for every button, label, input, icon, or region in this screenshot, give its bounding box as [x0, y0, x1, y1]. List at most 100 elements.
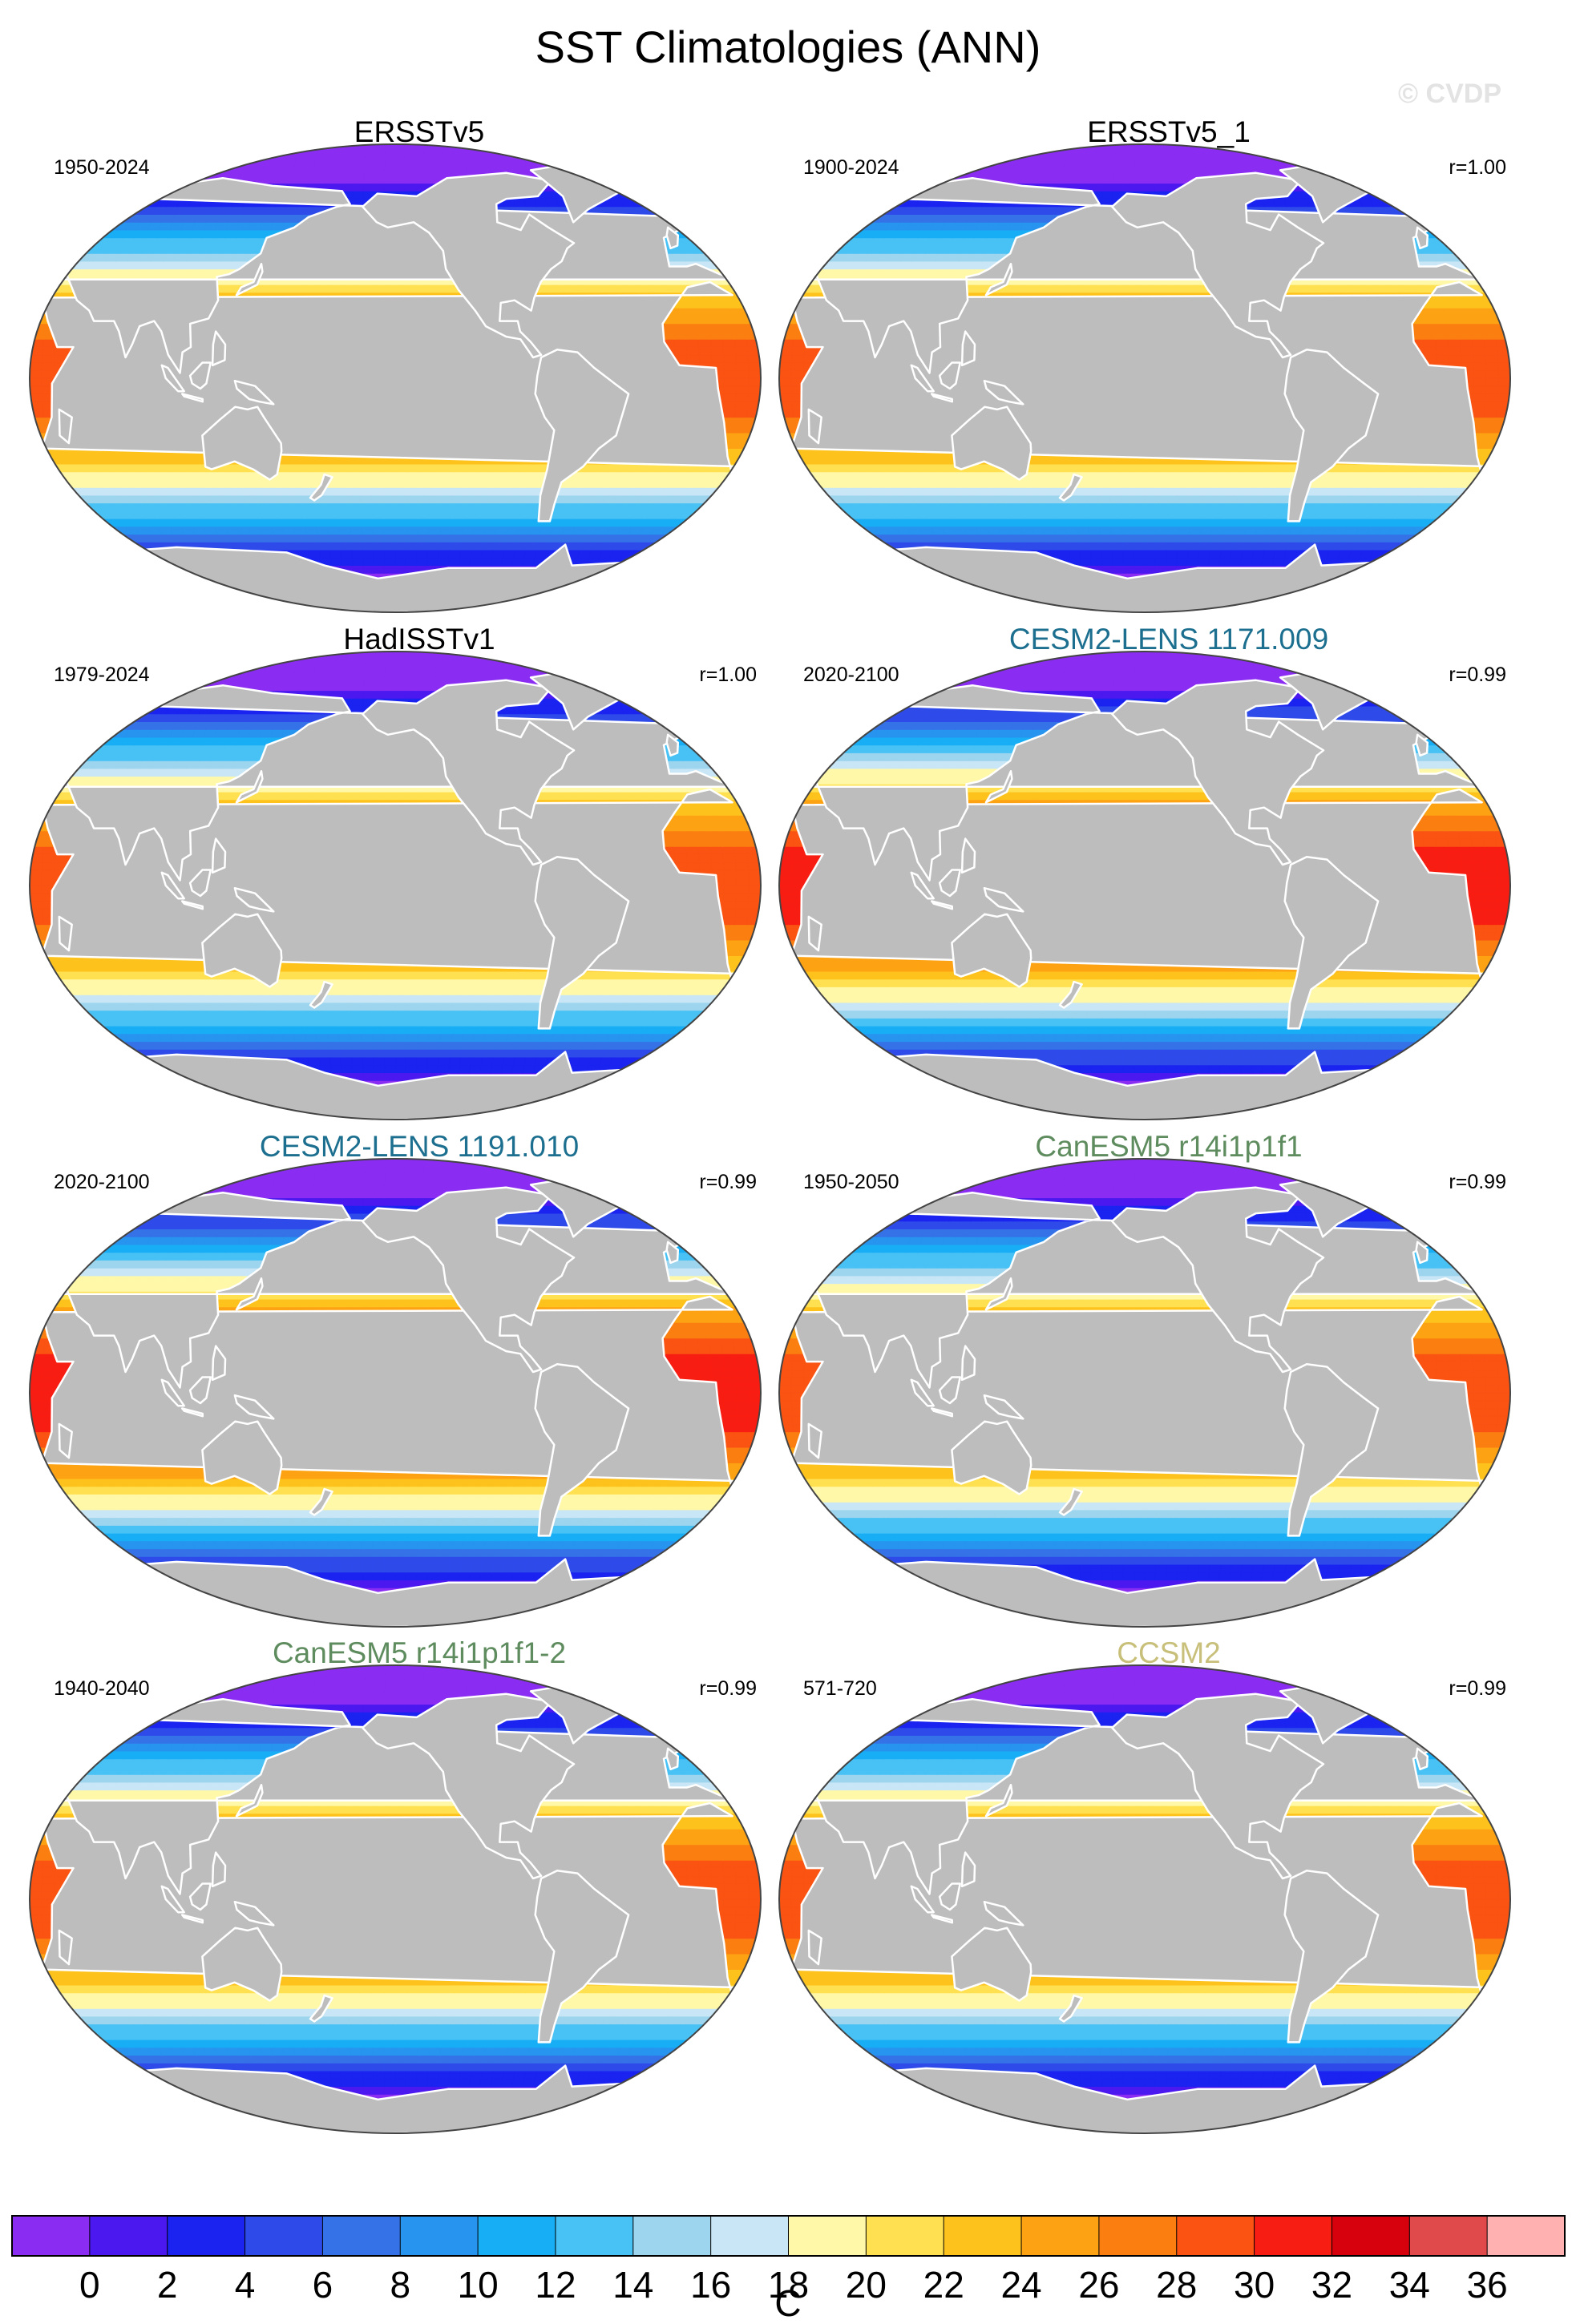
- sst-cell: [271, 526, 285, 535]
- sst-cell: [136, 557, 152, 566]
- sst-cell: [362, 549, 374, 559]
- sst-cell: [83, 534, 99, 543]
- sst-cell: [434, 159, 447, 168]
- sst-cell: [210, 144, 225, 153]
- sst-cell: [151, 252, 165, 262]
- sst-cell: [94, 214, 110, 223]
- sst-cell: [649, 190, 665, 200]
- sst-cell: [1271, 486, 1286, 496]
- sst-cell: [956, 479, 970, 488]
- sst-cell: [669, 214, 685, 223]
- sst-cell: [91, 486, 106, 496]
- sst-cell: [200, 510, 214, 519]
- sst-cell: [87, 183, 103, 192]
- sst-cell: [249, 221, 262, 231]
- sst-cell: [638, 190, 654, 200]
- sst-cell: [656, 151, 673, 160]
- sst-cell: [247, 229, 261, 239]
- sst-cell: [524, 463, 539, 473]
- sst-cell: [229, 144, 244, 153]
- sst-cell: [100, 268, 115, 277]
- sst-cell: [1190, 479, 1204, 488]
- sst-cell: [71, 557, 88, 566]
- sst-cell: [1314, 510, 1328, 519]
- sst-cell: [501, 463, 515, 473]
- sst-cell: [175, 572, 191, 582]
- sst-cell: [957, 486, 972, 496]
- sst-cell: [39, 471, 55, 480]
- sst-cell: [627, 151, 644, 160]
- sst-cell: [1061, 463, 1074, 473]
- sst-cell: [223, 588, 237, 597]
- sst-cell: [791, 479, 806, 488]
- sst-cell: [1245, 518, 1259, 527]
- sst-cell: [1350, 502, 1364, 511]
- sst-cell: [434, 167, 447, 176]
- sst-cell: [731, 260, 747, 270]
- sst-cell: [990, 471, 1004, 480]
- sst-cell: [806, 526, 822, 535]
- sst-cell: [1460, 542, 1476, 551]
- sst-cell: [87, 471, 102, 480]
- sst-cell: [970, 494, 984, 504]
- sst-cell: [83, 214, 99, 223]
- sst-cell: [1155, 510, 1168, 519]
- sst-cell: [666, 596, 684, 605]
- sst-cell: [677, 183, 693, 192]
- sst-cell: [546, 144, 561, 153]
- sst-cell: [1373, 502, 1388, 511]
- sst-cell: [1211, 518, 1225, 527]
- sst-cell: [928, 518, 944, 527]
- sst-cell: [176, 245, 190, 254]
- sst-cell: [638, 557, 654, 566]
- sst-cell: [180, 455, 194, 465]
- sst-cell: [677, 580, 694, 590]
- sst-cell: [1234, 518, 1247, 527]
- sst-cell: [196, 151, 212, 160]
- sst-cell: [172, 588, 188, 597]
- sst-cell: [1178, 510, 1191, 519]
- sst-cell: [1110, 526, 1123, 535]
- sst-cell: [1311, 526, 1325, 535]
- sst-cell: [361, 518, 374, 527]
- sst-cell: [1414, 471, 1429, 480]
- sst-field: [779, 144, 1510, 612]
- sst-cell: [510, 494, 523, 504]
- sst-cell: [697, 565, 714, 574]
- sst-cell: [268, 502, 281, 511]
- sst-cell: [485, 510, 499, 519]
- sst-cell: [394, 526, 407, 535]
- sst-cell: [318, 549, 331, 559]
- sst-cell: [149, 486, 164, 496]
- sst-cell: [1235, 502, 1249, 511]
- sst-cell: [83, 557, 99, 566]
- sst-cell: [1416, 565, 1432, 574]
- sst-cell: [345, 151, 358, 160]
- sst-cell: [876, 580, 893, 590]
- sst-cell: [530, 151, 544, 160]
- sst-cell: [622, 159, 639, 168]
- sst-cell: [657, 167, 674, 176]
- sst-cell: [1133, 510, 1146, 519]
- sst-cell: [172, 260, 187, 270]
- sst-cell: [166, 596, 183, 605]
- sst-cell: [1178, 494, 1192, 504]
- sst-cell: [1401, 588, 1419, 597]
- sst-cell: [324, 159, 337, 168]
- sst-cell: [1085, 479, 1099, 488]
- sst-cell: [1053, 510, 1066, 519]
- sst-cell: [677, 206, 693, 216]
- sst-cell: [1121, 479, 1134, 488]
- sst-cell: [599, 510, 613, 519]
- sst-cell: [161, 603, 178, 612]
- sst-cell: [674, 346, 688, 356]
- sst-cell: [733, 417, 748, 426]
- sst-cell: [1086, 494, 1099, 504]
- sst-cell: [147, 596, 164, 605]
- sst-cell: [958, 494, 972, 504]
- sst-cell: [1485, 471, 1501, 480]
- sst-cell: [697, 486, 712, 496]
- sst-cell: [600, 502, 615, 511]
- sst-cell: [681, 300, 696, 309]
- sst-cell: [1261, 557, 1275, 566]
